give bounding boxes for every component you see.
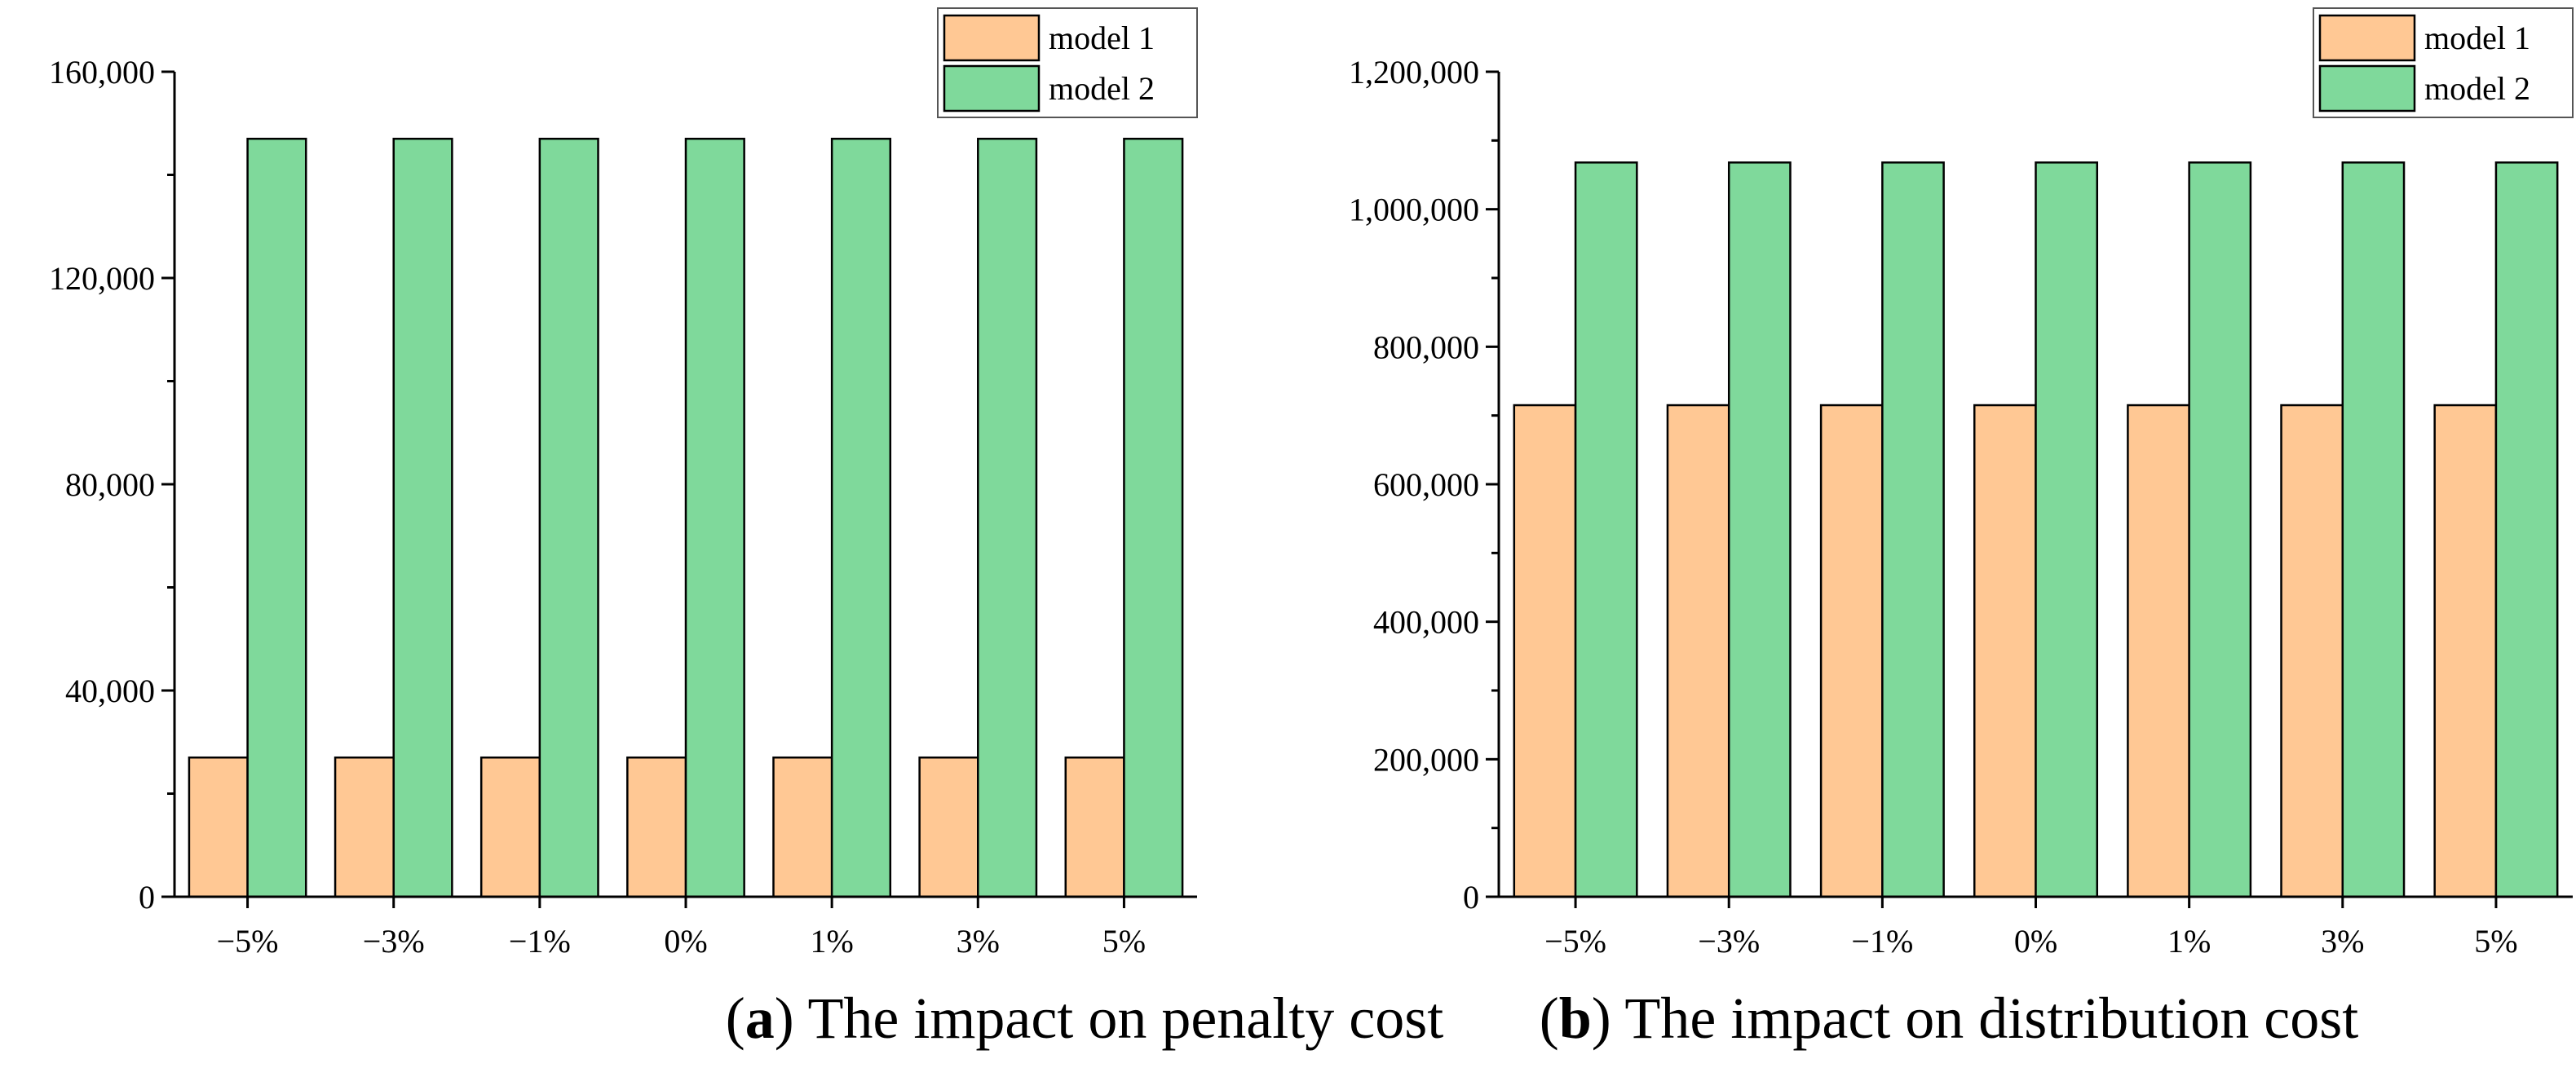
panel-a-bar-model2-5 [977,137,1038,898]
panel-a-bar-model1-6 [1064,756,1125,898]
panel-a-bar-model2-2 [538,137,599,898]
panel-b-distribution-cost-chart: 0 200,000 400,000 600,000 800,000 1,000,000 1,… [1349,7,2574,960]
panel-b-y-tick-label-5: 1,000,000 [1349,192,1479,228]
panel-b-x-tick-label-6: 5% [2474,923,2517,960]
panel-b-y-tick-label-0: 0 [1463,879,1479,916]
panel-b-y-tick-label-6: 1,200,000 [1349,54,1479,90]
panel-a-x-tick-label-1: −3% [363,923,425,960]
panel-a-bar-model1-2 [479,756,541,898]
panel-b-bar-model1-2 [1819,404,1884,898]
panel-b-x-tick-label-5: 3% [2321,923,2364,960]
panel-b-x-tick-label-0: −5% [1544,923,1606,960]
panel-b-bar-model1-1 [1666,404,1730,898]
panel-a-bar-model1-5 [918,756,979,898]
panel-a-bar-model2-1 [392,137,453,898]
panel-b-caption: (b) The impact on distribution cost [1540,986,2359,1051]
panel-a-x-tick-label-4: 1% [810,923,853,960]
panel-a-legend-label-model1: model 1 [1049,20,1155,56]
panel-b-bar-model2-3 [2035,161,2099,898]
panel-a-y-tick-label-1: 40,000 [65,673,155,709]
panel-b-bar-model2-1 [1727,161,1792,898]
panel-b-y-tick-label-2: 400,000 [1373,604,1479,641]
panel-b-bar-model2-0 [1574,161,1638,898]
panel-a-y-tick-label-0: 0 [139,879,155,916]
panel-b-legend-swatch-model1 [2318,14,2416,62]
panel-a-x-tick-label-3: 0% [664,923,707,960]
panel-a-caption: (a) The impact on penalty cost [726,986,1443,1051]
panel-a-x-tick-label-2: −1% [509,923,571,960]
panel-b-bar-model2-4 [2188,161,2252,898]
panel-b-bar-model1-5 [2280,404,2344,898]
panel-a-penalty-cost-chart: 0 40,000 80,000 120,000 160,000 −5% −3% −1% 0% 1%… [49,7,1198,960]
panel-b-bar-model2-6 [2494,161,2559,898]
panel-b-bar-model1-6 [2433,404,2498,898]
panel-b-x-tick-label-1: −3% [1698,923,1760,960]
panel-a-y-tick-label-3: 120,000 [49,260,155,297]
panel-b-x-tick-label-3: 0% [2014,923,2057,960]
panel-a-legend-swatch-model2 [943,64,1041,113]
panel-b-bar-model1-3 [1973,404,2037,898]
panel-b-legend-swatch-model2 [2318,64,2416,113]
panel-a-caption-text: The impact on penalty cost [794,986,1443,1051]
panel-b-y-tick-label-3: 600,000 [1373,466,1479,503]
panel-b-legend-label-model1: model 1 [2424,20,2530,56]
panel-a-bar-model2-0 [246,137,307,898]
panel-a-bar-model1-3 [626,756,687,898]
panel-b-caption-letter: b [1559,986,1592,1051]
panel-a-bar-model2-6 [1123,137,1184,898]
panel-a-caption-letter: a [745,986,775,1051]
panel-a-x-tick-label-5: 3% [957,923,1000,960]
panel-b-y-tick-label-1: 200,000 [1373,741,1479,778]
panel-b-caption-text: The impact on distribution cost [1611,986,2359,1051]
panel-b-bar-model1-0 [1513,404,1577,898]
panel-b-legend-label-model2: model 2 [2424,70,2530,107]
panel-a-legend-label-model2: model 2 [1049,70,1155,107]
panel-a-bar-model2-3 [684,137,745,898]
panel-a-y-tick-label-4: 160,000 [49,54,155,90]
panel-b-bar-model1-4 [2127,404,2190,898]
panel-b-x-tick-label-4: 1% [2167,923,2211,960]
panel-b-bar-model2-2 [1881,161,1945,898]
panel-a-x-tick-label-0: −5% [217,923,279,960]
panel-a-bar-model1-0 [188,756,249,898]
panel-a-bar-model1-4 [772,756,833,898]
panel-b-y-tick-label-4: 800,000 [1373,329,1479,365]
panel-a-bar-model1-1 [334,756,395,898]
panel-a-legend-swatch-model1 [943,14,1041,62]
panel-a-y-tick-label-2: 80,000 [65,466,155,503]
panel-a-bar-model2-4 [830,137,892,898]
panel-b-x-tick-label-2: −1% [1851,923,1913,960]
panel-a-x-tick-label-6: 5% [1102,923,1146,960]
panel-b-bar-model2-5 [2341,161,2406,898]
